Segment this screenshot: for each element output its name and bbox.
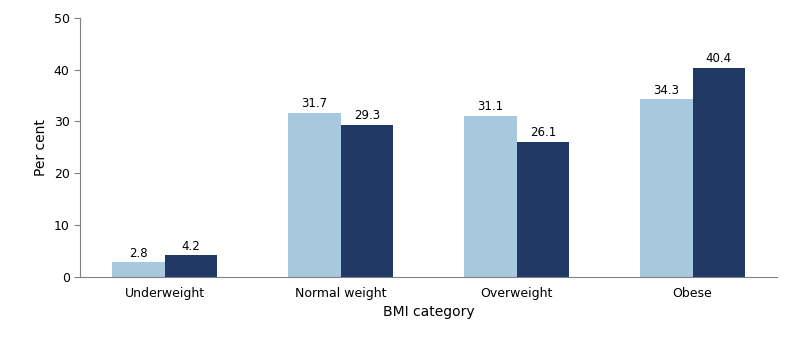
Text: 29.3: 29.3 [354, 109, 380, 122]
Bar [640, 99, 693, 277]
Text: 26.1: 26.1 [529, 126, 556, 139]
Bar [340, 125, 393, 277]
Bar [517, 142, 570, 277]
Text: 4.2: 4.2 [182, 240, 200, 252]
Bar [164, 255, 217, 277]
Bar [464, 116, 517, 277]
Text: 40.4: 40.4 [706, 52, 732, 65]
Bar [693, 67, 745, 277]
Text: 31.1: 31.1 [477, 100, 503, 113]
Bar [288, 113, 340, 277]
Text: 2.8: 2.8 [129, 247, 147, 260]
Text: 31.7: 31.7 [301, 97, 328, 110]
Bar [112, 262, 164, 277]
X-axis label: BMI category: BMI category [383, 305, 474, 319]
Y-axis label: Per cent: Per cent [34, 119, 48, 176]
Text: 34.3: 34.3 [653, 83, 679, 97]
